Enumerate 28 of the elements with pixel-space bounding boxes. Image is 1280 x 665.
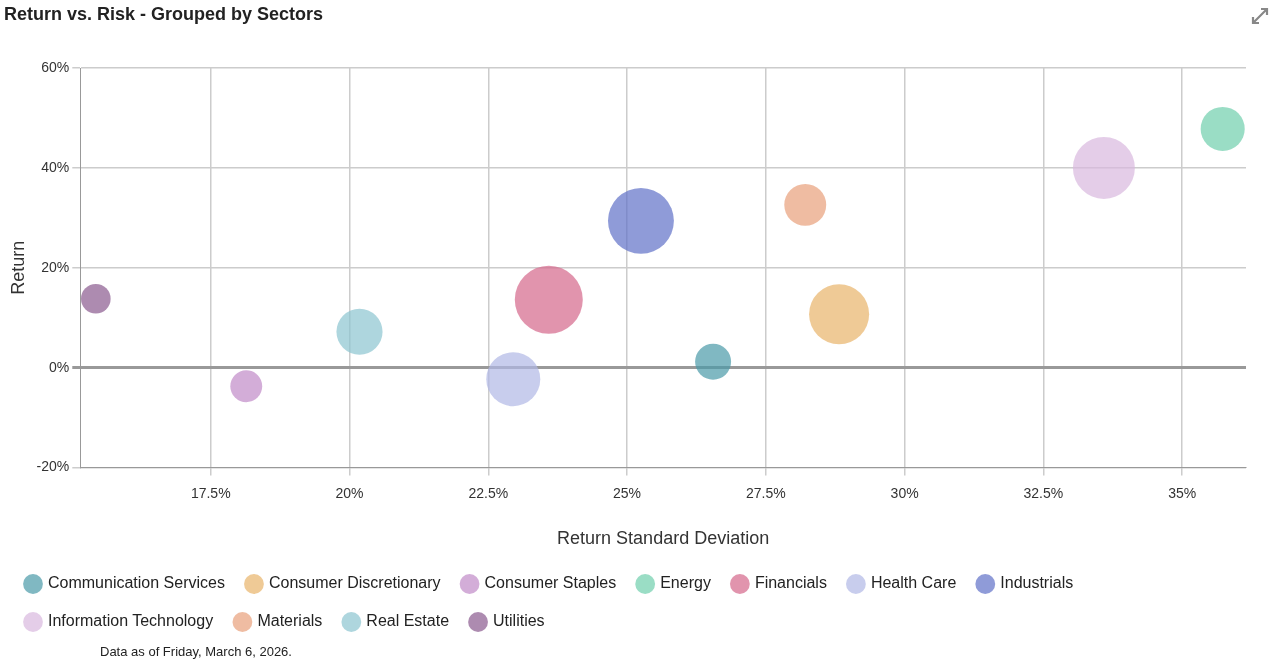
- legend-label: Real Estate: [366, 612, 450, 630]
- y-tick-label: 40%: [41, 158, 70, 175]
- legend-label: Energy: [660, 574, 711, 592]
- x-axis-title: Return Standard Deviation: [557, 528, 770, 549]
- x-tick-label: 25%: [613, 484, 642, 501]
- y-tick-label: 0%: [49, 358, 70, 375]
- x-tick-label: 22.5%: [468, 484, 509, 501]
- legend-label: Information Technology: [48, 612, 214, 630]
- legend-label: Communication Services: [48, 574, 225, 592]
- legend-label: Consumer Discretionary: [268, 574, 441, 592]
- x-tick-label: 32.5%: [1023, 484, 1064, 501]
- x-tick-label: 27.5%: [745, 484, 786, 501]
- y-axis-title: Return: [7, 240, 28, 295]
- text: Data as of Friday, March 6, 2026.: [100, 644, 292, 659]
- y-tick-label: 20%: [41, 258, 70, 275]
- x-tick-label: 35%: [1168, 484, 1197, 501]
- x-tick-label: 20%: [335, 484, 364, 501]
- legend-label: Industrials: [1000, 574, 1074, 592]
- chart-title: Return vs. Risk - Grouped by Sectors: [4, 4, 324, 25]
- y-tick-label: -20%: [36, 458, 70, 475]
- x-tick-label: 30%: [890, 484, 919, 501]
- x-tick-label: 17.5%: [190, 484, 231, 501]
- legend-label: Utilities: [493, 612, 545, 630]
- legend-label: Materials: [257, 612, 323, 630]
- legend-label: Consumer Staples: [484, 574, 617, 592]
- legend-label: Health Care: [870, 574, 957, 592]
- y-tick-label: 60%: [41, 58, 70, 75]
- legend-label: Financials: [754, 574, 827, 592]
